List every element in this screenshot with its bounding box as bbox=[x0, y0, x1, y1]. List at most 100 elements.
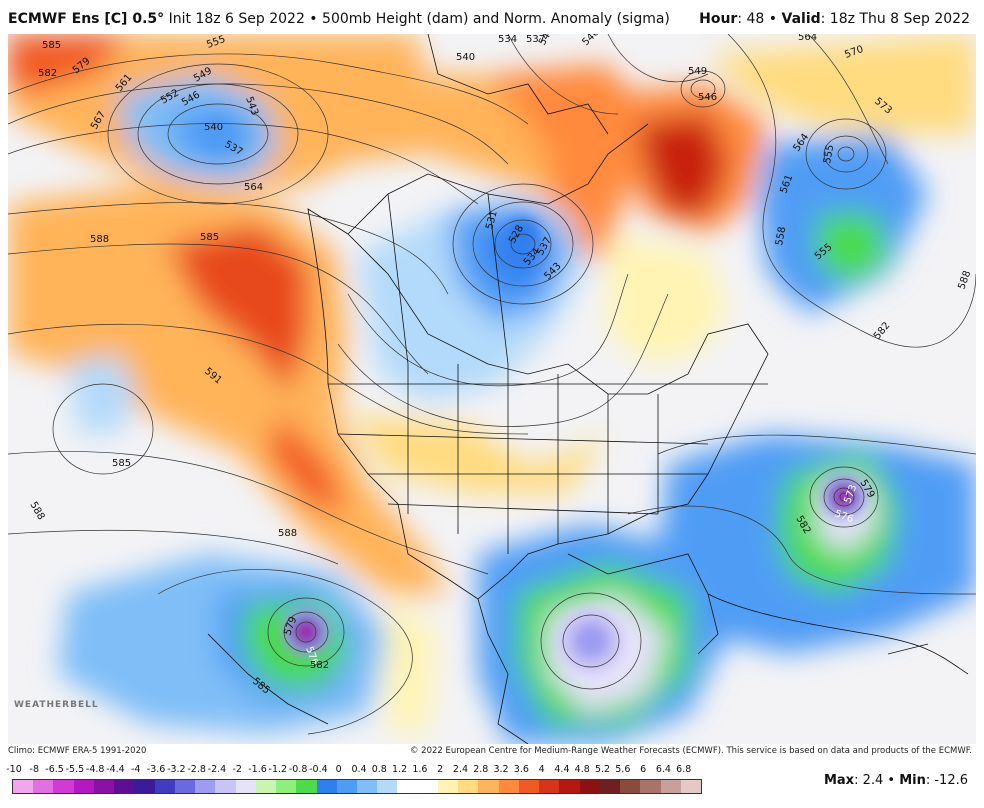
colorbar-tick: 3.6 bbox=[513, 764, 529, 775]
contour-label: 585 bbox=[200, 232, 219, 243]
contour-label: 582 bbox=[310, 660, 329, 671]
forecast-time: Hour: 48 • Valid: 18z Thu 8 Sep 2022 bbox=[699, 11, 970, 27]
copyright-note: © 2022 European Centre for Medium-Range … bbox=[409, 746, 972, 756]
colorbar-swatch bbox=[377, 780, 398, 793]
hour-label: Hour bbox=[699, 11, 738, 27]
weatherbell-logo: WEATHERBELL bbox=[14, 700, 99, 710]
max-value: : 2.4 bbox=[854, 773, 884, 788]
colorbar-swatch bbox=[13, 780, 34, 793]
colorbar-tick: -4.4 bbox=[106, 764, 125, 775]
colorbar-tick: 1.2 bbox=[392, 764, 408, 775]
colorbar-tick: 5.6 bbox=[615, 764, 631, 775]
valid-label: Valid bbox=[781, 11, 821, 27]
colorbar-tick: -1.6 bbox=[248, 764, 267, 775]
colorbar-tick: 6 bbox=[640, 764, 647, 775]
colorbar-swatch bbox=[437, 780, 459, 793]
colorbar-tick: 1.6 bbox=[412, 764, 428, 775]
max-min-readout: Max: 2.4 • Min: -12.6 bbox=[824, 773, 968, 788]
colorbar-swatch bbox=[579, 780, 600, 793]
contour-label: 558 bbox=[774, 226, 788, 247]
colorbar-tick: -4.8 bbox=[85, 764, 105, 775]
colorbar-tick: 3.2 bbox=[493, 764, 509, 775]
contour-label: 564 bbox=[244, 182, 263, 193]
colorbar-tick: -5.5 bbox=[65, 764, 85, 775]
colorbar-swatch bbox=[174, 780, 196, 793]
min-value: : -12.6 bbox=[925, 773, 968, 788]
colorbar-swatch bbox=[620, 780, 641, 793]
colorbar-tick: 0.8 bbox=[371, 764, 387, 775]
colorbar-swatch bbox=[255, 780, 277, 793]
colorbar-tick: -8 bbox=[29, 764, 40, 775]
valid-value: : 18z Thu 8 Sep 2022 bbox=[820, 11, 970, 27]
colorbar-swatch bbox=[235, 780, 256, 793]
contour-label: 585 bbox=[42, 40, 61, 51]
height-contours bbox=[8, 34, 976, 735]
colorbar-swatch bbox=[276, 780, 297, 793]
colorbar-swatch bbox=[316, 780, 337, 793]
contour-label: 588 bbox=[278, 528, 297, 539]
colorbar-tick: 2.4 bbox=[452, 764, 469, 775]
colorbar-swatch bbox=[640, 780, 661, 793]
colorbar-swatch bbox=[599, 780, 621, 793]
colorbar-tick: 4 bbox=[538, 764, 545, 775]
colorbar-tick: -2.8 bbox=[187, 764, 206, 775]
contour-label: 540 bbox=[204, 122, 223, 133]
stats-separator: • bbox=[883, 773, 900, 788]
model-name: ECMWF Ens [C] 0.5 bbox=[8, 11, 158, 27]
colorbar-legend: -10 -8 -6.5 -5.5 -4.8 -4.4 -4 -3.6 -3.2 -2.8 -2.4-… bbox=[6, 764, 712, 798]
colorbar-tick: -1.2 bbox=[268, 764, 288, 775]
degree-symbol: ° bbox=[157, 11, 165, 27]
colorbar-tick: -2.4 bbox=[207, 764, 227, 775]
colorbar-tick: -0.4 bbox=[309, 764, 328, 775]
colorbar-tick: -0.8 bbox=[288, 764, 308, 775]
hour-value: : 48 bbox=[737, 11, 765, 27]
max-label: Max bbox=[823, 773, 855, 788]
colorbar-swatch bbox=[559, 780, 580, 793]
climo-note: Climo: ECMWF ERA-5 1991-2020 bbox=[8, 746, 147, 756]
contour-label: 540 bbox=[456, 52, 475, 63]
contour-label: 546 bbox=[698, 92, 717, 103]
colorbar-swatch bbox=[660, 780, 681, 793]
contour-label: 585 bbox=[112, 458, 131, 469]
contour-label: 555 bbox=[822, 144, 836, 165]
colorbar-swatch bbox=[336, 780, 357, 793]
colorbar-swatch bbox=[539, 780, 560, 793]
colorbar-swatch bbox=[397, 780, 418, 793]
colorbar-tick: 5.2 bbox=[594, 764, 611, 775]
colorbar-tick: -3.2 bbox=[167, 764, 186, 775]
colorbar-swatch bbox=[195, 780, 216, 793]
colorbar-tick: 4.4 bbox=[554, 764, 570, 775]
min-label: Min bbox=[899, 773, 926, 788]
colorbar-tick-labels: -10 -8 -6.5 -5.5 -4.8 -4.4 -4 -3.6 -3.2 -2.8 -2.4-… bbox=[6, 764, 712, 778]
contour-label: 564 bbox=[798, 34, 817, 43]
colorbar-swatch bbox=[498, 780, 519, 793]
colorbar-swatch bbox=[73, 780, 94, 793]
colorbar-tick: 0.4 bbox=[351, 764, 367, 775]
colorbar-tick: 2 bbox=[437, 764, 444, 775]
colorbar-tick: -6.5 bbox=[45, 764, 64, 775]
contour-label: 582 bbox=[38, 68, 57, 79]
contour-label: 537 bbox=[526, 34, 545, 45]
colorbar-tick: 0 bbox=[335, 764, 342, 775]
storm-cores bbox=[202, 118, 866, 673]
colorbar-swatch bbox=[134, 780, 155, 793]
init-time: Init 18z 6 Sep 2022 bbox=[164, 11, 305, 27]
contour-label: 588 bbox=[90, 234, 109, 245]
contour-label: 534 bbox=[498, 34, 517, 45]
colorbar-tick: 2.8 bbox=[473, 764, 489, 775]
title-separator: • bbox=[304, 11, 323, 27]
colorbar-swatch bbox=[53, 780, 74, 793]
colorbar-tick: -10 bbox=[6, 764, 22, 775]
colorbar-swatch bbox=[33, 780, 54, 793]
colorbar-tick: 4.8 bbox=[574, 764, 590, 775]
colorbar-swatch bbox=[215, 780, 236, 793]
boundaries bbox=[207, 34, 969, 744]
colorbar-swatches bbox=[12, 779, 702, 794]
anomaly-map[interactable]: 585 582 579 567 561 555 552 549 546 540 … bbox=[8, 34, 976, 744]
colorbar-swatch bbox=[417, 780, 438, 793]
contour-label: 549 bbox=[688, 66, 707, 77]
anomaly-shading bbox=[8, 34, 976, 744]
colorbar-tick: -3.6 bbox=[146, 764, 166, 775]
contour-label: 531 bbox=[484, 209, 500, 230]
colorbar-swatch bbox=[154, 780, 175, 793]
